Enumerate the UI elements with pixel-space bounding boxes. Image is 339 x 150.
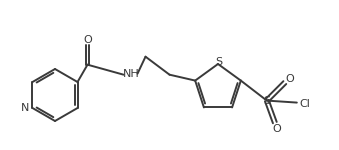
Text: S: S	[263, 96, 271, 106]
Text: O: O	[83, 35, 92, 45]
Text: O: O	[273, 124, 281, 134]
Text: Cl: Cl	[299, 99, 310, 109]
Text: O: O	[285, 74, 294, 84]
Text: S: S	[216, 57, 223, 67]
Text: NH: NH	[123, 69, 140, 79]
Text: N: N	[21, 103, 29, 113]
